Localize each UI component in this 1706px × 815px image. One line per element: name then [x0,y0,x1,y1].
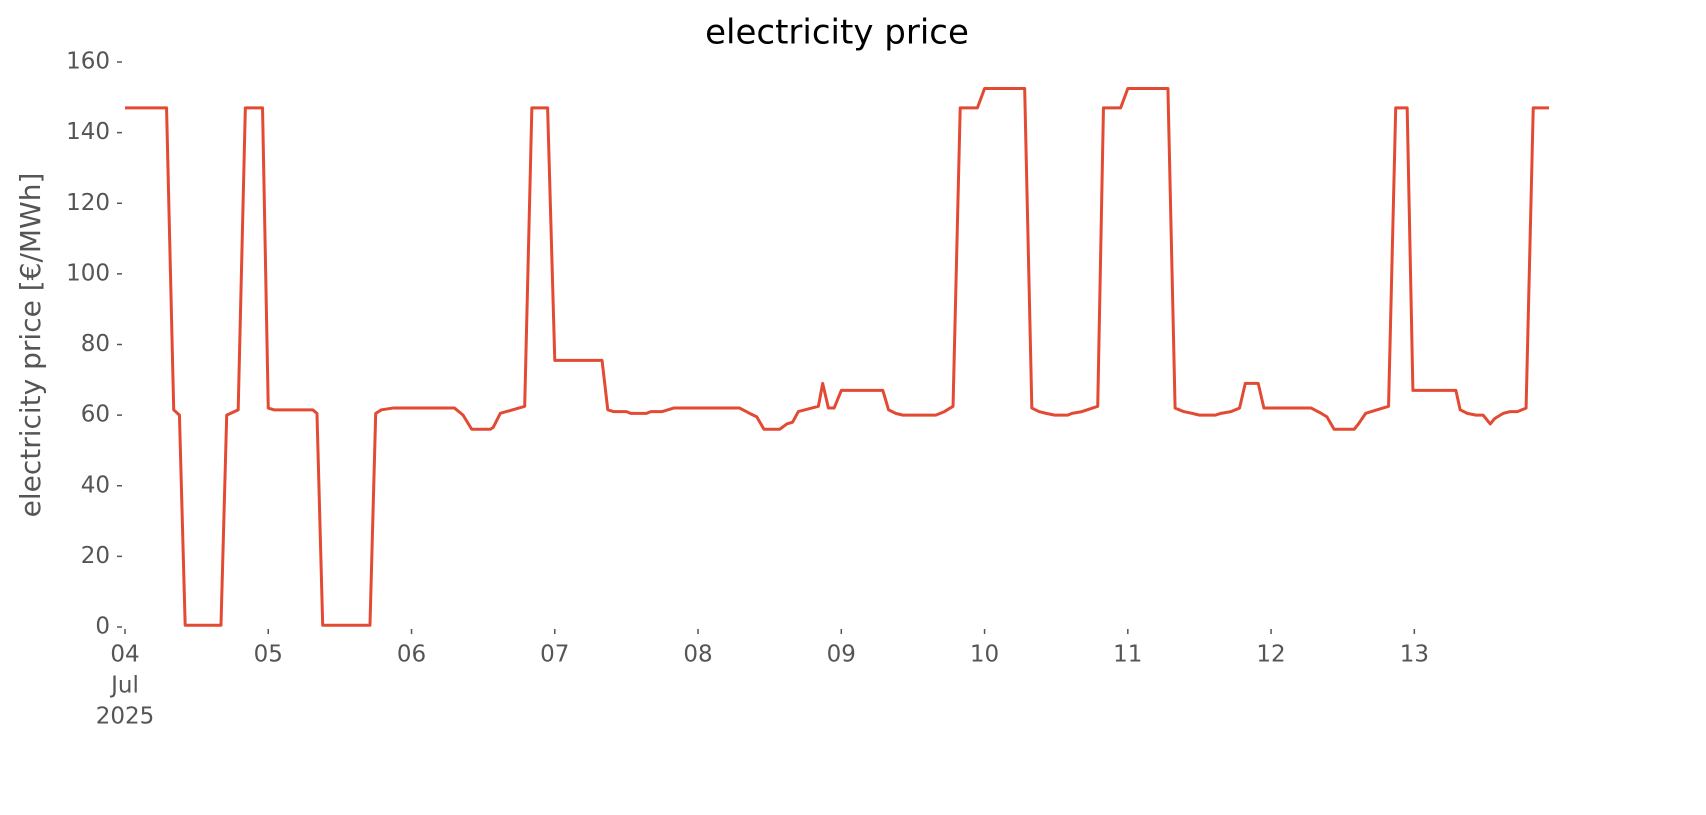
y-tick-label: 120 [66,190,110,216]
x-tick-label: 07 [540,642,569,668]
x-tick-label: 06 [397,642,426,668]
y-tick-label: 100 [66,260,110,286]
x-tick-label: 11 [1113,642,1142,668]
y-tick-label: 20 [81,543,110,569]
y-tick-label: 60 [81,402,110,428]
x-tick-label: 04 [110,642,139,668]
price-line [125,86,1549,627]
y-tick-label: 40 [81,472,110,498]
x-tick-label: 2025 [96,704,155,730]
y-tick-label: 140 [66,119,110,145]
y-tick-label: 160 [66,49,110,75]
y-tick-label: 0 [95,614,110,640]
x-tick-label: 13 [1400,642,1429,668]
x-tick-label: 05 [254,642,283,668]
y-axis-label: electricity price [€/MWh] [14,173,47,518]
x-tick-label: Jul [109,673,139,699]
x-tick-label: 12 [1256,642,1285,668]
x-tick-label: 08 [683,642,712,668]
chart-title: electricity price [705,13,969,53]
y-tick-label: 80 [81,331,110,357]
x-tick-label: 10 [970,642,999,668]
x-tick-label: 09 [827,642,856,668]
